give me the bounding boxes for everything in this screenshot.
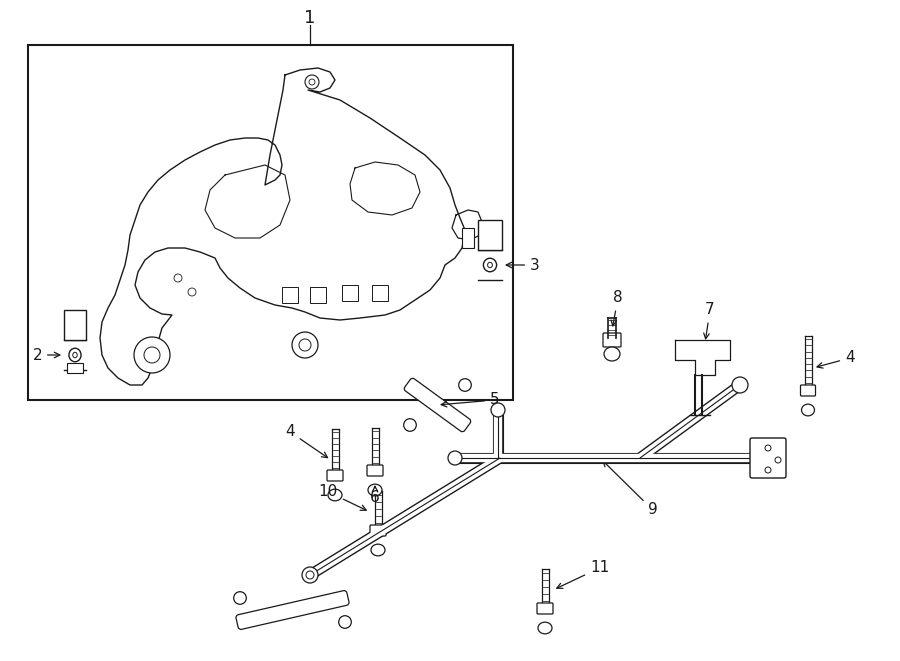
Ellipse shape (188, 288, 196, 296)
Text: 5: 5 (441, 393, 500, 407)
Text: 8: 8 (611, 290, 623, 326)
Ellipse shape (448, 451, 462, 465)
Text: 6: 6 (370, 486, 380, 506)
Ellipse shape (732, 377, 748, 393)
Ellipse shape (292, 332, 318, 358)
Ellipse shape (371, 544, 385, 556)
Ellipse shape (483, 258, 497, 272)
Text: 1: 1 (304, 9, 316, 27)
Polygon shape (675, 340, 730, 375)
Ellipse shape (802, 404, 814, 416)
FancyBboxPatch shape (537, 603, 553, 614)
Bar (462, 228, 474, 248)
Ellipse shape (73, 352, 77, 358)
FancyBboxPatch shape (367, 465, 383, 476)
Ellipse shape (765, 445, 771, 451)
FancyBboxPatch shape (327, 470, 343, 481)
Ellipse shape (491, 403, 505, 417)
Text: 4: 4 (817, 350, 855, 368)
FancyBboxPatch shape (236, 590, 349, 629)
Ellipse shape (765, 467, 771, 473)
Ellipse shape (488, 262, 492, 268)
Ellipse shape (302, 567, 318, 583)
FancyBboxPatch shape (800, 385, 815, 396)
Text: 4: 4 (285, 424, 328, 457)
Text: 9: 9 (603, 461, 658, 518)
Text: 2: 2 (32, 348, 59, 362)
Bar (478, 220, 502, 250)
Ellipse shape (328, 489, 342, 501)
Bar (310, 287, 326, 303)
FancyBboxPatch shape (750, 438, 786, 478)
Ellipse shape (134, 337, 170, 373)
Bar (67, 363, 83, 373)
Ellipse shape (459, 379, 472, 391)
FancyBboxPatch shape (603, 333, 621, 347)
Ellipse shape (309, 79, 315, 85)
Bar (64, 310, 86, 340)
Text: 10: 10 (319, 485, 366, 510)
Bar (342, 285, 358, 301)
Ellipse shape (299, 339, 311, 351)
Bar (28, 45, 513, 400)
FancyBboxPatch shape (370, 525, 386, 536)
Ellipse shape (338, 615, 351, 629)
Ellipse shape (69, 348, 81, 362)
Ellipse shape (604, 347, 620, 361)
Ellipse shape (538, 622, 552, 634)
Ellipse shape (174, 274, 182, 282)
FancyBboxPatch shape (404, 378, 471, 432)
Ellipse shape (404, 418, 417, 431)
Bar (372, 285, 388, 301)
Text: 7: 7 (704, 303, 715, 339)
Text: 3: 3 (506, 258, 540, 272)
Text: 11: 11 (557, 561, 609, 588)
Ellipse shape (306, 571, 314, 579)
Ellipse shape (368, 484, 382, 496)
Ellipse shape (305, 75, 319, 89)
Ellipse shape (234, 592, 247, 604)
Ellipse shape (775, 457, 781, 463)
Ellipse shape (144, 347, 160, 363)
Bar (282, 287, 298, 303)
